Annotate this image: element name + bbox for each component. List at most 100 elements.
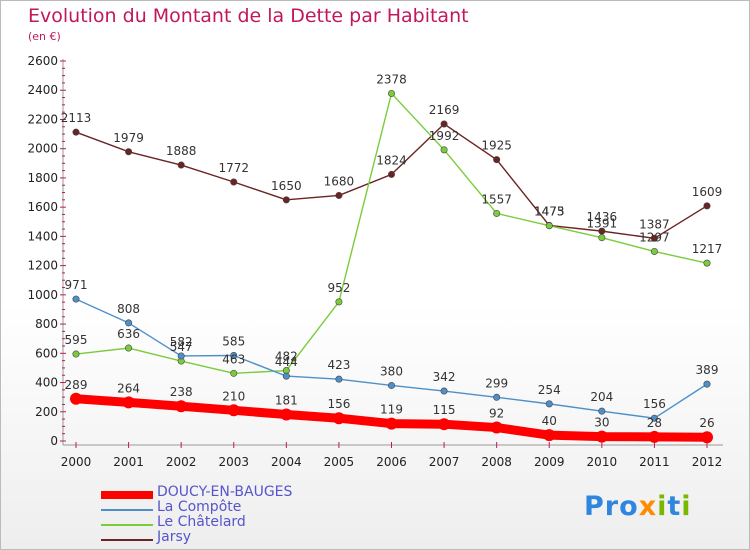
data-label: 808	[117, 302, 140, 316]
data-label: 2113	[61, 111, 92, 125]
legend-swatch	[101, 509, 153, 511]
data-label: 1557	[481, 192, 512, 206]
data-label: 1680	[324, 174, 355, 188]
data-point	[703, 202, 711, 210]
x-tick-label: 2005	[324, 455, 355, 469]
data-label: 1979	[113, 131, 144, 145]
data-label: 299	[485, 376, 508, 390]
legend-label: La Compôte	[157, 499, 242, 515]
data-point	[230, 351, 238, 359]
data-point	[595, 430, 608, 443]
data-label: 952	[327, 281, 350, 295]
data-label: 1609	[692, 185, 723, 199]
data-label: 1824	[376, 153, 407, 167]
data-label: 1992	[429, 129, 460, 143]
y-tick-label: 1400	[27, 229, 58, 243]
chart-subtitle: (en €)	[28, 30, 61, 43]
y-tick-label: 1800	[27, 171, 58, 185]
data-label: 1475	[534, 204, 565, 218]
data-point	[490, 421, 503, 434]
legend-label: DOUCY-EN-BAUGES	[157, 484, 293, 500]
data-label: 595	[65, 333, 88, 347]
data-point	[335, 298, 343, 306]
y-tick-label: 1600	[27, 200, 58, 214]
data-point	[70, 392, 82, 405]
logo-letter: x	[638, 491, 658, 522]
data-label: 636	[117, 327, 140, 341]
data-label: 92	[489, 407, 504, 421]
x-tick-label: 2006	[376, 455, 407, 469]
logo-letter: i	[657, 491, 668, 522]
logo-letter: P	[584, 491, 605, 522]
series-line	[75, 92, 708, 375]
y-tick-label: 2200	[27, 112, 58, 126]
proxiti-logo: Proxiti	[584, 491, 692, 522]
x-tick-label: 2000	[61, 455, 92, 469]
x-tick-label: 2003	[218, 455, 249, 469]
data-point	[125, 319, 133, 327]
logo-letter: o	[619, 491, 639, 522]
data-point	[282, 372, 290, 380]
data-label: 463	[222, 352, 245, 366]
data-point	[280, 408, 293, 421]
data-label: 1436	[587, 210, 618, 224]
x-tick-label: 2007	[429, 455, 460, 469]
data-point	[230, 178, 238, 186]
data-point	[332, 412, 345, 425]
y-tick-label: 2600	[27, 54, 58, 68]
data-point	[545, 222, 553, 230]
data-label: 30	[594, 416, 609, 430]
data-point	[493, 156, 501, 164]
data-label: 210	[222, 389, 245, 403]
data-point	[598, 407, 606, 415]
x-tick-label: 2004	[271, 455, 302, 469]
data-label: 2378	[376, 72, 407, 86]
data-label: 1650	[271, 179, 302, 193]
data-label: 1473	[534, 205, 565, 219]
data-point	[122, 396, 135, 409]
logo-letter: i	[681, 491, 692, 522]
data-point	[227, 404, 240, 417]
legend-label: Jarsy	[157, 529, 192, 545]
data-label: 40	[542, 414, 557, 428]
data-point	[440, 146, 448, 154]
y-tick-label: 400	[35, 376, 58, 390]
y-tick-label: 0	[50, 434, 58, 448]
data-point	[282, 196, 290, 204]
data-label: 389	[696, 363, 719, 377]
data-point	[177, 352, 185, 360]
data-label: 1391	[587, 217, 618, 231]
x-tick-label: 2012	[692, 455, 723, 469]
data-point	[335, 191, 343, 199]
data-label: 264	[117, 381, 140, 395]
data-point	[177, 161, 185, 169]
data-point	[438, 418, 451, 431]
data-point	[72, 128, 80, 136]
data-label: 423	[327, 358, 350, 372]
legend-label: Le Châtelard	[157, 514, 246, 530]
data-point	[650, 414, 658, 422]
y-tick-label: 200	[35, 405, 58, 419]
data-label: 1387	[639, 217, 670, 231]
data-label: 1297	[639, 230, 670, 244]
data-label: 1888	[166, 144, 197, 158]
data-label: 28	[647, 416, 662, 430]
data-point	[703, 259, 711, 267]
data-point	[387, 89, 395, 97]
y-tick-label: 1200	[27, 259, 58, 273]
data-point	[385, 417, 398, 430]
y-tick-label: 600	[35, 346, 58, 360]
data-label: 1217	[692, 242, 723, 256]
data-point	[440, 120, 448, 128]
data-point	[125, 148, 133, 156]
legend-swatch	[101, 539, 153, 541]
data-label: 238	[170, 385, 193, 399]
legend-swatch	[101, 524, 153, 526]
data-point	[230, 369, 238, 377]
legend-swatch	[101, 491, 153, 499]
data-label: 204	[590, 390, 613, 404]
data-label: 254	[538, 383, 561, 397]
data-point	[72, 350, 80, 358]
data-label: 156	[643, 397, 666, 411]
